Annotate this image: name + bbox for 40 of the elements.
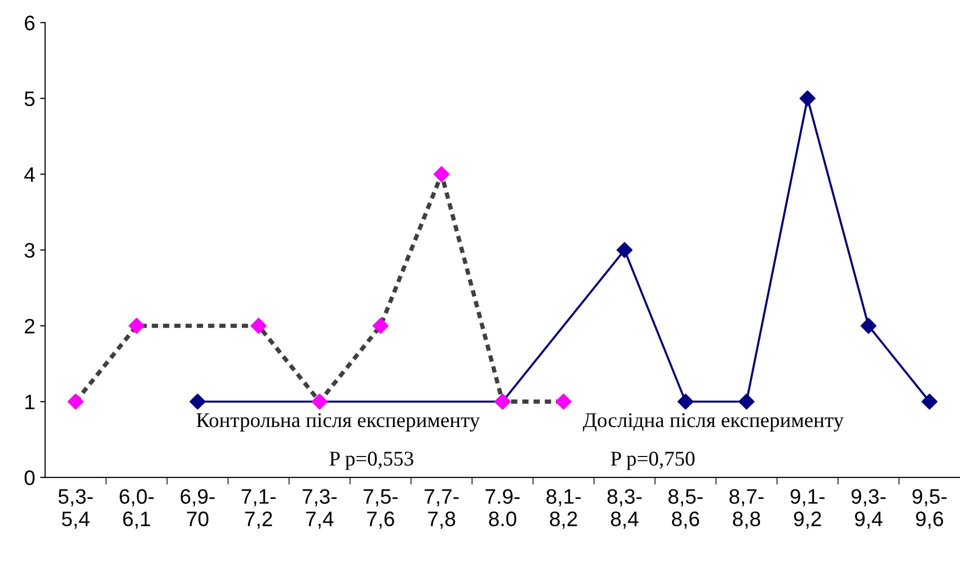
x-tick-label: 7,5- 7,6 — [364, 489, 398, 529]
y-tick-label: 1 — [25, 394, 34, 410]
point — [922, 394, 938, 410]
y-tick-label: 5 — [24, 92, 35, 106]
y-tick-label: 0 — [24, 470, 35, 486]
y-tick-label: 2 — [24, 318, 34, 334]
x-tick-label: 6,9- 70 — [180, 489, 215, 526]
x-tick-label: 8,3- 8,4 — [608, 489, 642, 529]
x-tick-label: 9,1- 9,2 — [790, 489, 825, 529]
x-tick-label: 8,1- 8,2 — [546, 489, 581, 529]
point — [678, 394, 694, 410]
x-tick-label: 7,3- 7,4 — [302, 489, 337, 529]
point — [800, 90, 816, 106]
point — [68, 394, 84, 410]
x-tick-label: 7,7- 7,8 — [424, 489, 459, 529]
annotation: P p=0,750 — [610, 452, 695, 470]
x-tick-label: 6,0- 6,1 — [120, 489, 154, 529]
annotation: P p=0,553 — [330, 452, 414, 470]
point — [556, 394, 572, 410]
annotation: Контрольна після експерименту — [196, 413, 480, 432]
point — [738, 394, 755, 410]
y-tick-label: 3 — [24, 243, 34, 258]
x-tick-label: 9,3- 9,4 — [852, 489, 886, 529]
y-tick-label: 6 — [24, 16, 34, 30]
point — [616, 242, 633, 258]
point — [434, 166, 450, 182]
x-tick-label: 5,3- 5,4 — [58, 489, 93, 529]
x-tick-label: 8,5- 8,6 — [668, 489, 703, 529]
point — [128, 318, 145, 334]
point — [190, 394, 206, 410]
x-tick-label: 8,7- 8,8 — [729, 489, 764, 529]
x-tick-label: 7,1- 7,2 — [242, 489, 276, 529]
point — [312, 394, 328, 410]
point — [372, 318, 389, 334]
point — [250, 318, 267, 334]
y-tick-label: 4 — [24, 167, 35, 182]
x-tick-label: 7.9- 8.0 — [486, 489, 520, 526]
annotation: Дослідна після експерименту — [582, 413, 844, 432]
point — [860, 318, 876, 334]
x-tick-label: 9,5- 9,6 — [912, 489, 947, 529]
